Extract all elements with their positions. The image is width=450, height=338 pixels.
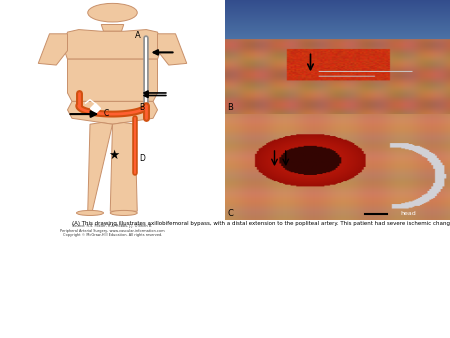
Text: ★: ★: [108, 149, 119, 162]
Text: A: A: [135, 31, 141, 40]
Text: Education: Education: [16, 328, 47, 333]
Text: B: B: [140, 103, 144, 112]
Text: Graw: Graw: [19, 298, 44, 307]
Polygon shape: [68, 101, 158, 124]
Polygon shape: [101, 25, 124, 31]
Circle shape: [88, 3, 137, 22]
Text: B: B: [227, 103, 233, 112]
Polygon shape: [63, 30, 162, 59]
Ellipse shape: [76, 210, 104, 216]
Text: (A) This drawing illustrates axillobifemoral bypass, with a distal extension to : (A) This drawing illustrates axillobifem…: [72, 221, 450, 226]
Polygon shape: [110, 123, 137, 211]
Text: Source: R.S. Foster, R.A. Robbs, J.J. O'Brien B.
Peripheral Arterial Surgery, ww: Source: R.S. Foster, R.A. Robbs, J.J. O'…: [60, 224, 165, 237]
Text: C: C: [227, 209, 233, 218]
Polygon shape: [88, 123, 112, 211]
Ellipse shape: [110, 210, 137, 216]
Text: Mc: Mc: [22, 282, 40, 292]
Text: D: D: [140, 153, 145, 163]
Text: C: C: [104, 109, 109, 118]
Polygon shape: [38, 34, 68, 65]
Polygon shape: [68, 59, 158, 101]
Polygon shape: [158, 34, 187, 65]
Text: Hill: Hill: [23, 312, 40, 321]
Text: head: head: [400, 212, 416, 216]
